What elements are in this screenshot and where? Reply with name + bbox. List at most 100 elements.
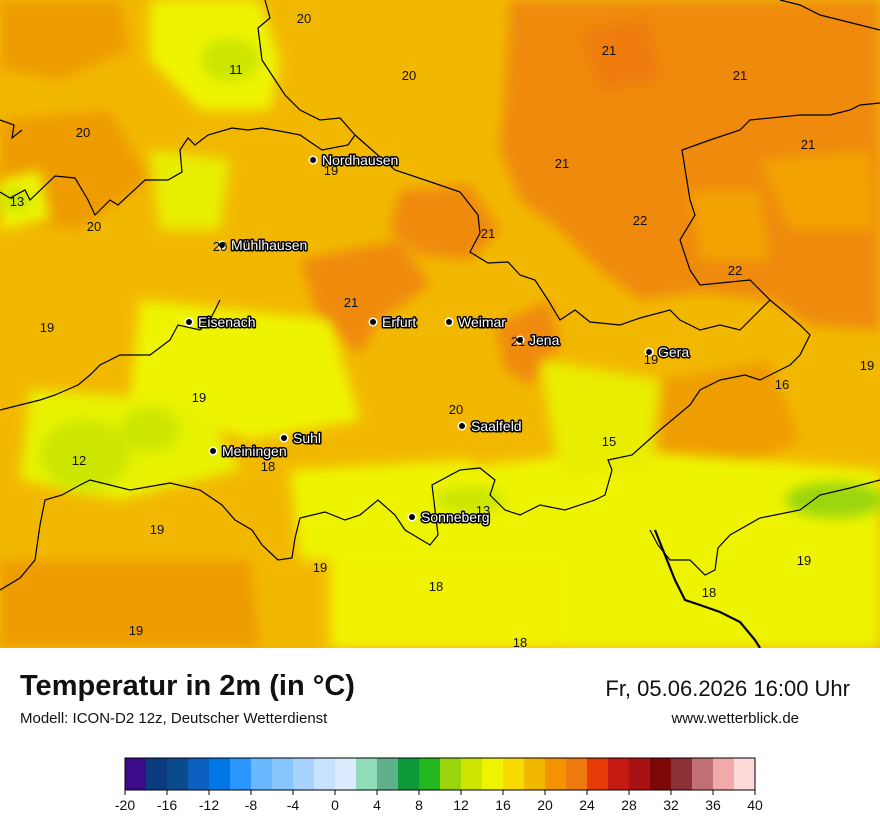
city-erfurt: Erfurt	[368, 313, 418, 332]
legend-swatch	[482, 758, 504, 790]
city-dot	[281, 435, 287, 441]
city-dot	[646, 349, 652, 355]
temperature-value: 20	[76, 125, 90, 140]
temperature-value: 20	[402, 68, 416, 83]
temperature-value: 18	[261, 459, 275, 474]
city-label: Weimar	[458, 314, 506, 330]
temperature-map: Nordhausen Mühlhausen Eisenach Erfurt Weimar…	[0, 0, 880, 648]
legend-swatch	[209, 758, 231, 790]
temperature-value: 13	[10, 194, 24, 209]
color-legend: -20 -16 -12 -8 -4 0 4 8 12 16 20 24 28 32 36 40	[115, 757, 763, 813]
legend-swatch	[398, 758, 420, 790]
legend-swatch	[188, 758, 210, 790]
temperature-value: 19	[313, 560, 327, 575]
legend-swatch	[566, 758, 588, 790]
temperature-value: 19	[860, 358, 874, 373]
temperature-value: 22	[728, 263, 742, 278]
temperature-value: 18	[513, 635, 527, 648]
legend-tick-label: 0	[331, 797, 339, 813]
legend-tick-label: -4	[287, 797, 300, 813]
legend-swatch	[650, 758, 672, 790]
temperature-value: 19	[797, 553, 811, 568]
legend-tick-label: 4	[373, 797, 381, 813]
temperature-value: 19	[644, 352, 658, 367]
legend-tick-label: 40	[747, 797, 763, 813]
legend-swatch	[713, 758, 735, 790]
legend-tick-label: 32	[663, 797, 679, 813]
legend-tick-label: 28	[621, 797, 637, 813]
forecast-datetime: Fr, 05.06.2026 16:00 Uhr	[605, 676, 850, 701]
legend-frame	[124, 757, 756, 791]
legend-swatch	[251, 758, 273, 790]
state-borders	[0, 0, 880, 591]
legend-tick-label: 20	[537, 797, 553, 813]
city-label: Eisenach	[198, 314, 256, 330]
temperature-value: 19	[40, 320, 54, 335]
temperature-value: 22	[633, 213, 647, 228]
model-source: Modell: ICON-D2 12z, Deutscher Wetterdie…	[20, 710, 328, 727]
temperature-value: 19	[192, 390, 206, 405]
legend-tick-label: -16	[157, 797, 177, 813]
city-dot	[310, 157, 316, 163]
legend-swatch	[440, 758, 462, 790]
legend-tick-label: -20	[115, 797, 135, 813]
legend-tick-label: -12	[199, 797, 219, 813]
city-label: Suhl	[293, 430, 321, 446]
city-label: Sonneberg	[421, 509, 490, 525]
legend-tick-label: 36	[705, 797, 721, 813]
city-label: Erfurt	[382, 314, 416, 330]
chart-title: Temperatur in 2m (in °C)	[20, 670, 355, 702]
city-label: Jena	[529, 332, 560, 348]
legend-swatch	[587, 758, 609, 790]
city-dot	[210, 448, 216, 454]
legend-tick-label: 24	[579, 797, 595, 813]
cold-pockets	[0, 38, 880, 518]
city-saalfeld: Saalfeld	[457, 417, 523, 436]
map-footer: Temperatur in 2m (in °C) Modell: ICON-D2…	[0, 648, 880, 830]
city-jena: Jena	[515, 331, 561, 350]
mild-warm-areas	[580, 20, 875, 260]
city-weimar: Weimar	[444, 313, 508, 332]
city-dot	[446, 319, 452, 325]
city-dot	[370, 319, 376, 325]
legend-swatch	[146, 758, 168, 790]
legend-swatch	[692, 758, 714, 790]
temperature-value: 18	[702, 585, 716, 600]
city-label: Mühlhausen	[231, 237, 307, 253]
city-gera: Gera	[644, 343, 691, 362]
temperature-value: 13	[476, 503, 490, 518]
legend-swatch	[293, 758, 315, 790]
city-sonneberg: Sonneberg	[407, 508, 491, 527]
temperature-value: 16	[775, 377, 789, 392]
warm-areas	[0, 0, 880, 648]
city-label: Meiningen	[222, 443, 287, 459]
city-mühlhausen: Mühlhausen	[217, 236, 309, 255]
temperature-value: 21	[801, 137, 815, 152]
city-label: Gera	[658, 344, 689, 360]
legend-swatch	[671, 758, 693, 790]
temperature-value: 18	[429, 579, 443, 594]
city-label: Nordhausen	[322, 152, 398, 168]
city-dot	[459, 423, 465, 429]
legend-swatch	[608, 758, 630, 790]
temperature-value: 11	[229, 62, 243, 77]
temperature-value: 19	[129, 623, 143, 638]
legend-tick-label: 16	[495, 797, 511, 813]
city-dot	[219, 242, 225, 248]
legend-swatch	[419, 758, 441, 790]
temperature-value: 20	[213, 239, 227, 254]
temperature-value: 21	[344, 295, 358, 310]
website-link[interactable]: www.wetterblick.de	[671, 710, 799, 727]
temperature-value: 21	[511, 334, 525, 349]
city-meiningen: Meiningen	[208, 442, 288, 461]
legend-swatch	[272, 758, 294, 790]
city-markers: Nordhausen Mühlhausen Eisenach Erfurt Weimar…	[184, 151, 691, 527]
city-dot	[186, 319, 192, 325]
city-eisenach: Eisenach	[184, 313, 257, 332]
city-nordhausen: Nordhausen	[308, 151, 400, 170]
legend-swatch	[503, 758, 525, 790]
legend-swatch	[335, 758, 357, 790]
legend-swatch	[545, 758, 567, 790]
temperature-value: 21	[555, 156, 569, 171]
legend-swatch	[629, 758, 651, 790]
